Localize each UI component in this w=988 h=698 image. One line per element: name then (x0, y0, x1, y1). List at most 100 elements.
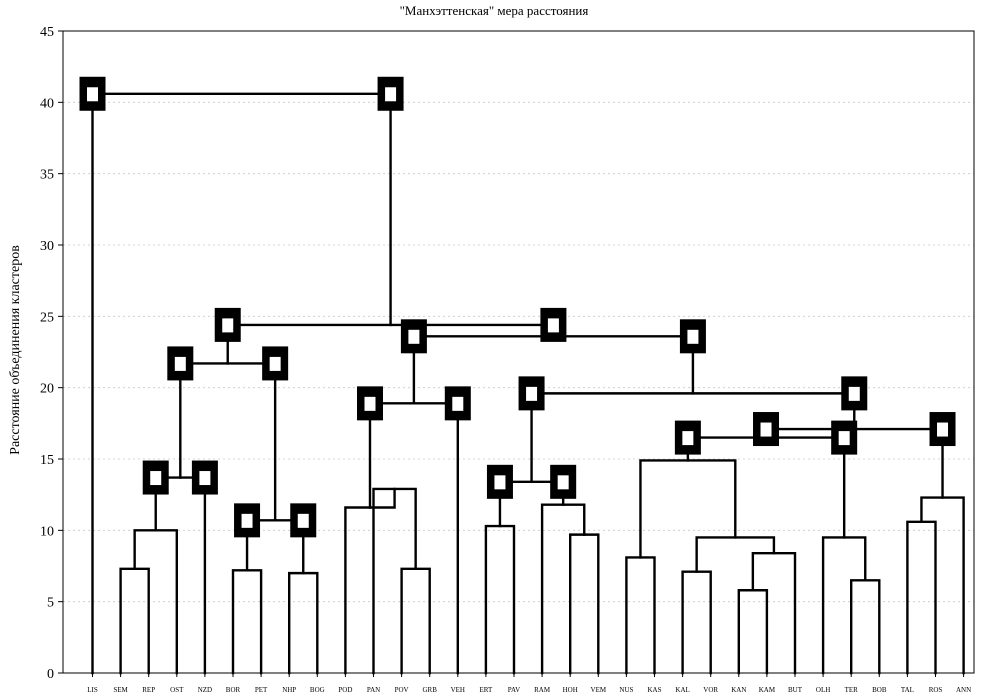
merge-marker-inset (174, 356, 186, 371)
merge-marker-label: a (528, 385, 536, 401)
leaf-label: BOG (310, 686, 325, 694)
link-c22 (850, 579, 881, 675)
merge-marker-inset (687, 329, 699, 344)
leaf-label: LIS (87, 686, 98, 694)
y-tick-label: 25 (40, 310, 54, 325)
merge-marker-b: b (831, 420, 858, 455)
merge-marker-inset (269, 356, 281, 371)
merge-marker-a: a (142, 460, 169, 495)
link-c14 (540, 503, 586, 675)
leaf-label: POD (338, 686, 352, 694)
leaf-label: VOR (703, 686, 718, 694)
link-c11 (368, 402, 459, 675)
merge-marker-inset (526, 386, 538, 401)
leaf-label: PAN (367, 686, 380, 694)
merge-marker-b: b (262, 346, 289, 381)
leaf-label: VEH (451, 686, 465, 694)
merge-marker-label: b (549, 317, 558, 333)
leaf-label: BUT (788, 686, 803, 694)
leaf-label: PET (255, 686, 268, 694)
leaf-label: KAN (731, 686, 746, 694)
merge-marker-label: b (689, 328, 698, 344)
leaf-label: KAM (759, 686, 776, 694)
merge-marker-inset (838, 431, 850, 446)
link-c31 (91, 92, 392, 675)
merge-marker-b: b (191, 460, 218, 495)
merge-marker-label: b (386, 86, 395, 102)
link-c10 (344, 487, 396, 675)
link-c21 (639, 459, 737, 559)
merge-marker-a: a (79, 76, 106, 111)
merge-marker-label: b (454, 395, 463, 411)
link-c1 (119, 567, 150, 675)
leaf-label: KAL (675, 686, 689, 694)
leaf-label: TER (845, 686, 859, 694)
merge-marker-inset (848, 386, 860, 401)
merge-marker-b: b (841, 376, 868, 411)
merge-marker-inset (408, 329, 420, 344)
link-c2 (133, 529, 178, 675)
merge-marker-a: a (234, 503, 261, 538)
merge-marker-label: b (840, 430, 849, 446)
link-c23 (821, 536, 867, 675)
merge-marker-inset (494, 475, 506, 490)
merge-marker-inset (222, 318, 234, 333)
link-c19 (681, 570, 712, 675)
leaf-label: RAM (534, 686, 551, 694)
merge-marker-inset (150, 471, 162, 486)
y-tick-label: 20 (40, 382, 54, 397)
link-c25 (906, 520, 937, 675)
leaf-label: PAV (508, 686, 520, 694)
merge-marker-a: a (356, 386, 383, 421)
merge-marker-inset (760, 422, 772, 437)
merge-marker-label: b (938, 421, 947, 437)
link-c18 (751, 551, 797, 675)
merge-marker-b: b (679, 319, 706, 354)
merge-marker-label: a (152, 470, 160, 486)
plot-frame (62, 30, 975, 674)
merge-marker-label: b (559, 474, 568, 490)
merge-marker-inset (682, 431, 694, 446)
merge-marker-label: a (176, 355, 184, 371)
merge-marker-b: b (444, 386, 471, 421)
merge-marker-inset (937, 422, 949, 437)
leaf-label: BOR (226, 686, 241, 694)
merge-marker-inset (452, 396, 464, 411)
link-c3 (154, 476, 207, 675)
merge-marker-label: a (243, 512, 251, 528)
merge-marker-inset (364, 396, 376, 411)
merge-marker-label: a (410, 328, 418, 344)
merge-marker-a: a (400, 319, 427, 354)
y-tick-label: 30 (40, 239, 54, 254)
y-tick-label: 35 (40, 168, 54, 183)
leaf-label: BOB (872, 686, 887, 694)
leaf-label: REP (142, 686, 155, 694)
leaf-label: ERT (479, 686, 493, 694)
y-tick-label: 10 (40, 524, 54, 539)
leaf-label: POV (395, 686, 409, 694)
merge-marker-inset (199, 471, 211, 486)
leaf-label: ANN (956, 686, 971, 694)
merge-marker-inset (241, 513, 253, 528)
leaf-label: NHP (282, 686, 296, 694)
link-c7 (179, 362, 277, 522)
merge-marker-label: a (224, 317, 232, 333)
link-c9 (372, 487, 417, 675)
merge-marker-label: b (850, 385, 859, 401)
leaf-label: GRB (422, 686, 437, 694)
leaf-label: OLH (816, 686, 830, 694)
y-axis-ticks: 0 5 10 15 20 25 30 35 40 45 (40, 25, 63, 682)
leaf-label: KAS (647, 686, 661, 694)
merge-marker-a: a (486, 464, 513, 499)
link-c5 (288, 571, 319, 675)
link-c20 (695, 536, 776, 573)
merge-marker-label: b (299, 512, 308, 528)
merge-marker-a: a (753, 412, 780, 447)
link-c16 (625, 556, 656, 675)
link-c13 (569, 533, 600, 675)
link-c24 (686, 436, 846, 539)
merge-marker-b: b (377, 76, 404, 111)
merge-marker-a: a (214, 307, 241, 342)
y-tick-label: 5 (47, 596, 54, 611)
